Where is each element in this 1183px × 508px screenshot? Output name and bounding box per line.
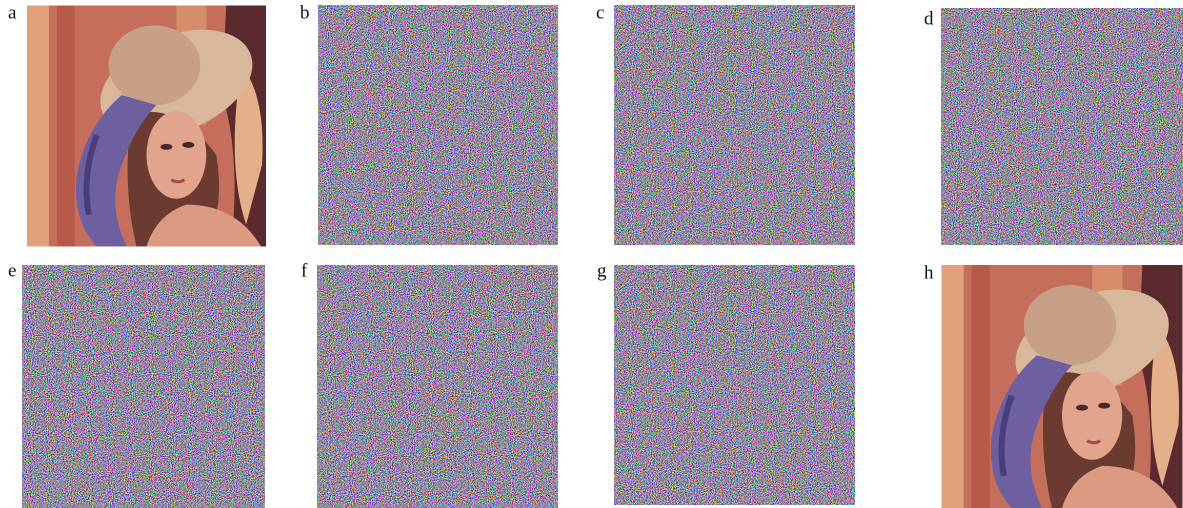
panel-label: f: [301, 260, 308, 281]
panel-label: b: [300, 2, 310, 23]
panel-label: c: [596, 2, 604, 23]
image: [318, 5, 558, 245]
image: [942, 265, 1183, 508]
image: [941, 8, 1183, 245]
image: [614, 5, 855, 245]
panel-label: e: [8, 260, 16, 281]
panel-label: g: [597, 260, 607, 281]
image: [317, 265, 558, 508]
panel-label: d: [924, 8, 934, 29]
panel-label: h: [924, 262, 934, 283]
image: [614, 265, 855, 505]
image: [22, 265, 265, 508]
image: [27, 6, 268, 247]
figure: a b c d e f g h: [0, 0, 1183, 508]
panel-label: a: [8, 2, 17, 23]
